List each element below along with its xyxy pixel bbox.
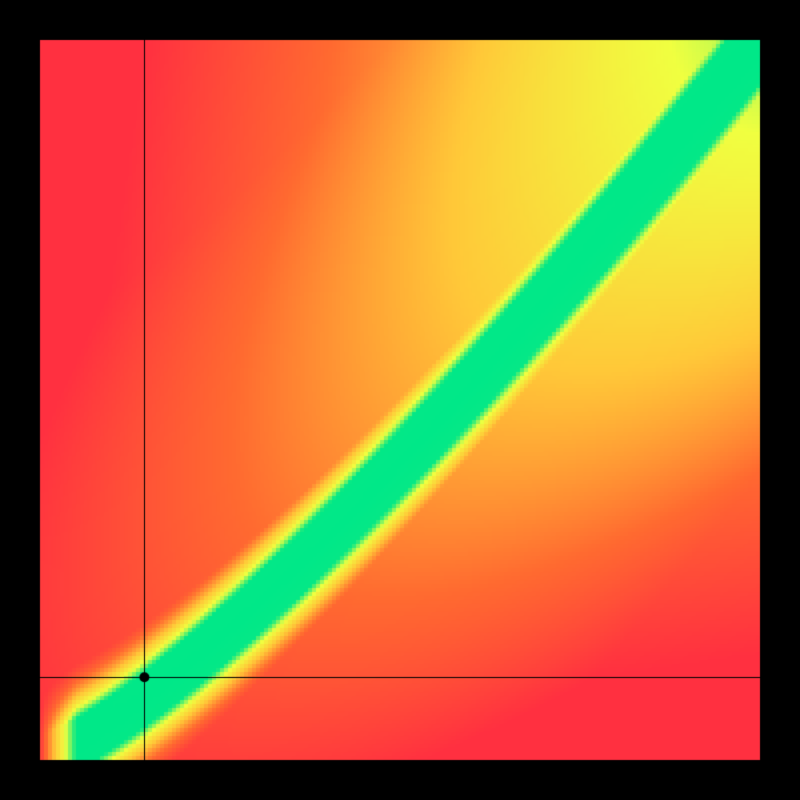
heatmap-canvas (0, 0, 800, 800)
chart-container: TheBottleneck.com (0, 0, 800, 800)
